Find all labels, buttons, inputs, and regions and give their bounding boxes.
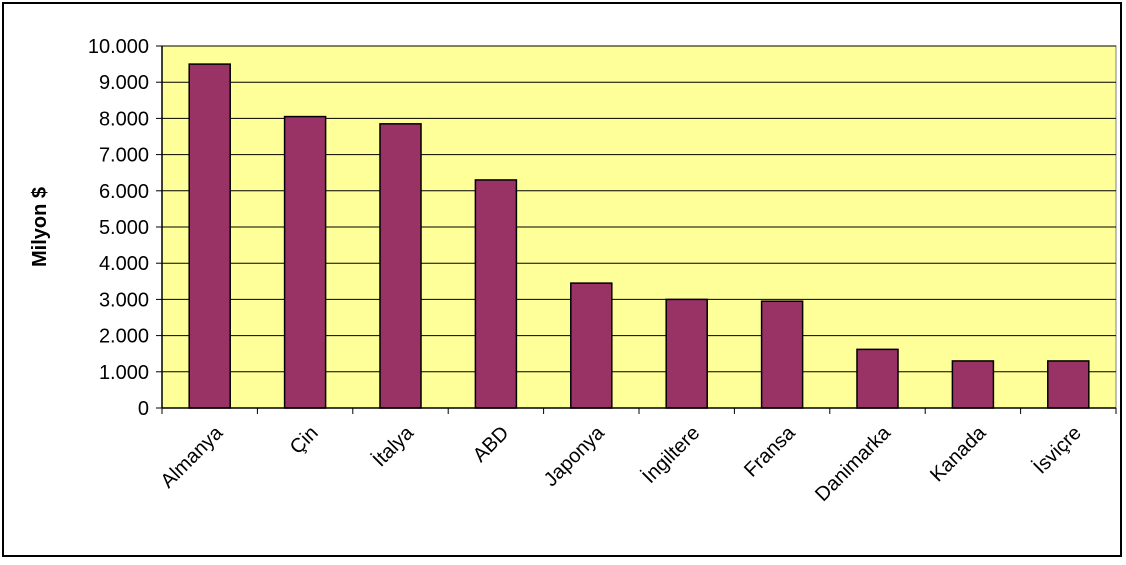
y-tick-label: 4.000	[99, 253, 149, 275]
bar-8	[856, 348, 899, 409]
bar-4	[474, 179, 518, 409]
bar-3	[379, 123, 422, 409]
y-tick-label: 7.000	[99, 145, 149, 167]
bar-10	[1047, 360, 1090, 409]
bar-1	[188, 63, 231, 409]
y-axis-title: Milyon $	[29, 187, 51, 267]
bar-6	[665, 298, 708, 409]
y-tick-label: 1.000	[99, 362, 149, 384]
y-tick-label: 3.000	[99, 289, 149, 311]
y-tick-label: 0	[138, 398, 149, 420]
y-tick-label: 10.000	[88, 36, 149, 58]
bar-2	[283, 115, 327, 409]
bar-7	[760, 300, 804, 409]
y-tick-label: 8.000	[99, 108, 149, 130]
y-tick-label: 2.000	[99, 326, 149, 348]
bar-9	[951, 360, 995, 409]
y-tick-label: 6.000	[99, 181, 149, 203]
y-tick-label: 9.000	[99, 72, 149, 94]
bar-5	[570, 282, 613, 409]
axes	[156, 45, 1117, 414]
y-tick-label: 5.000	[99, 217, 149, 239]
